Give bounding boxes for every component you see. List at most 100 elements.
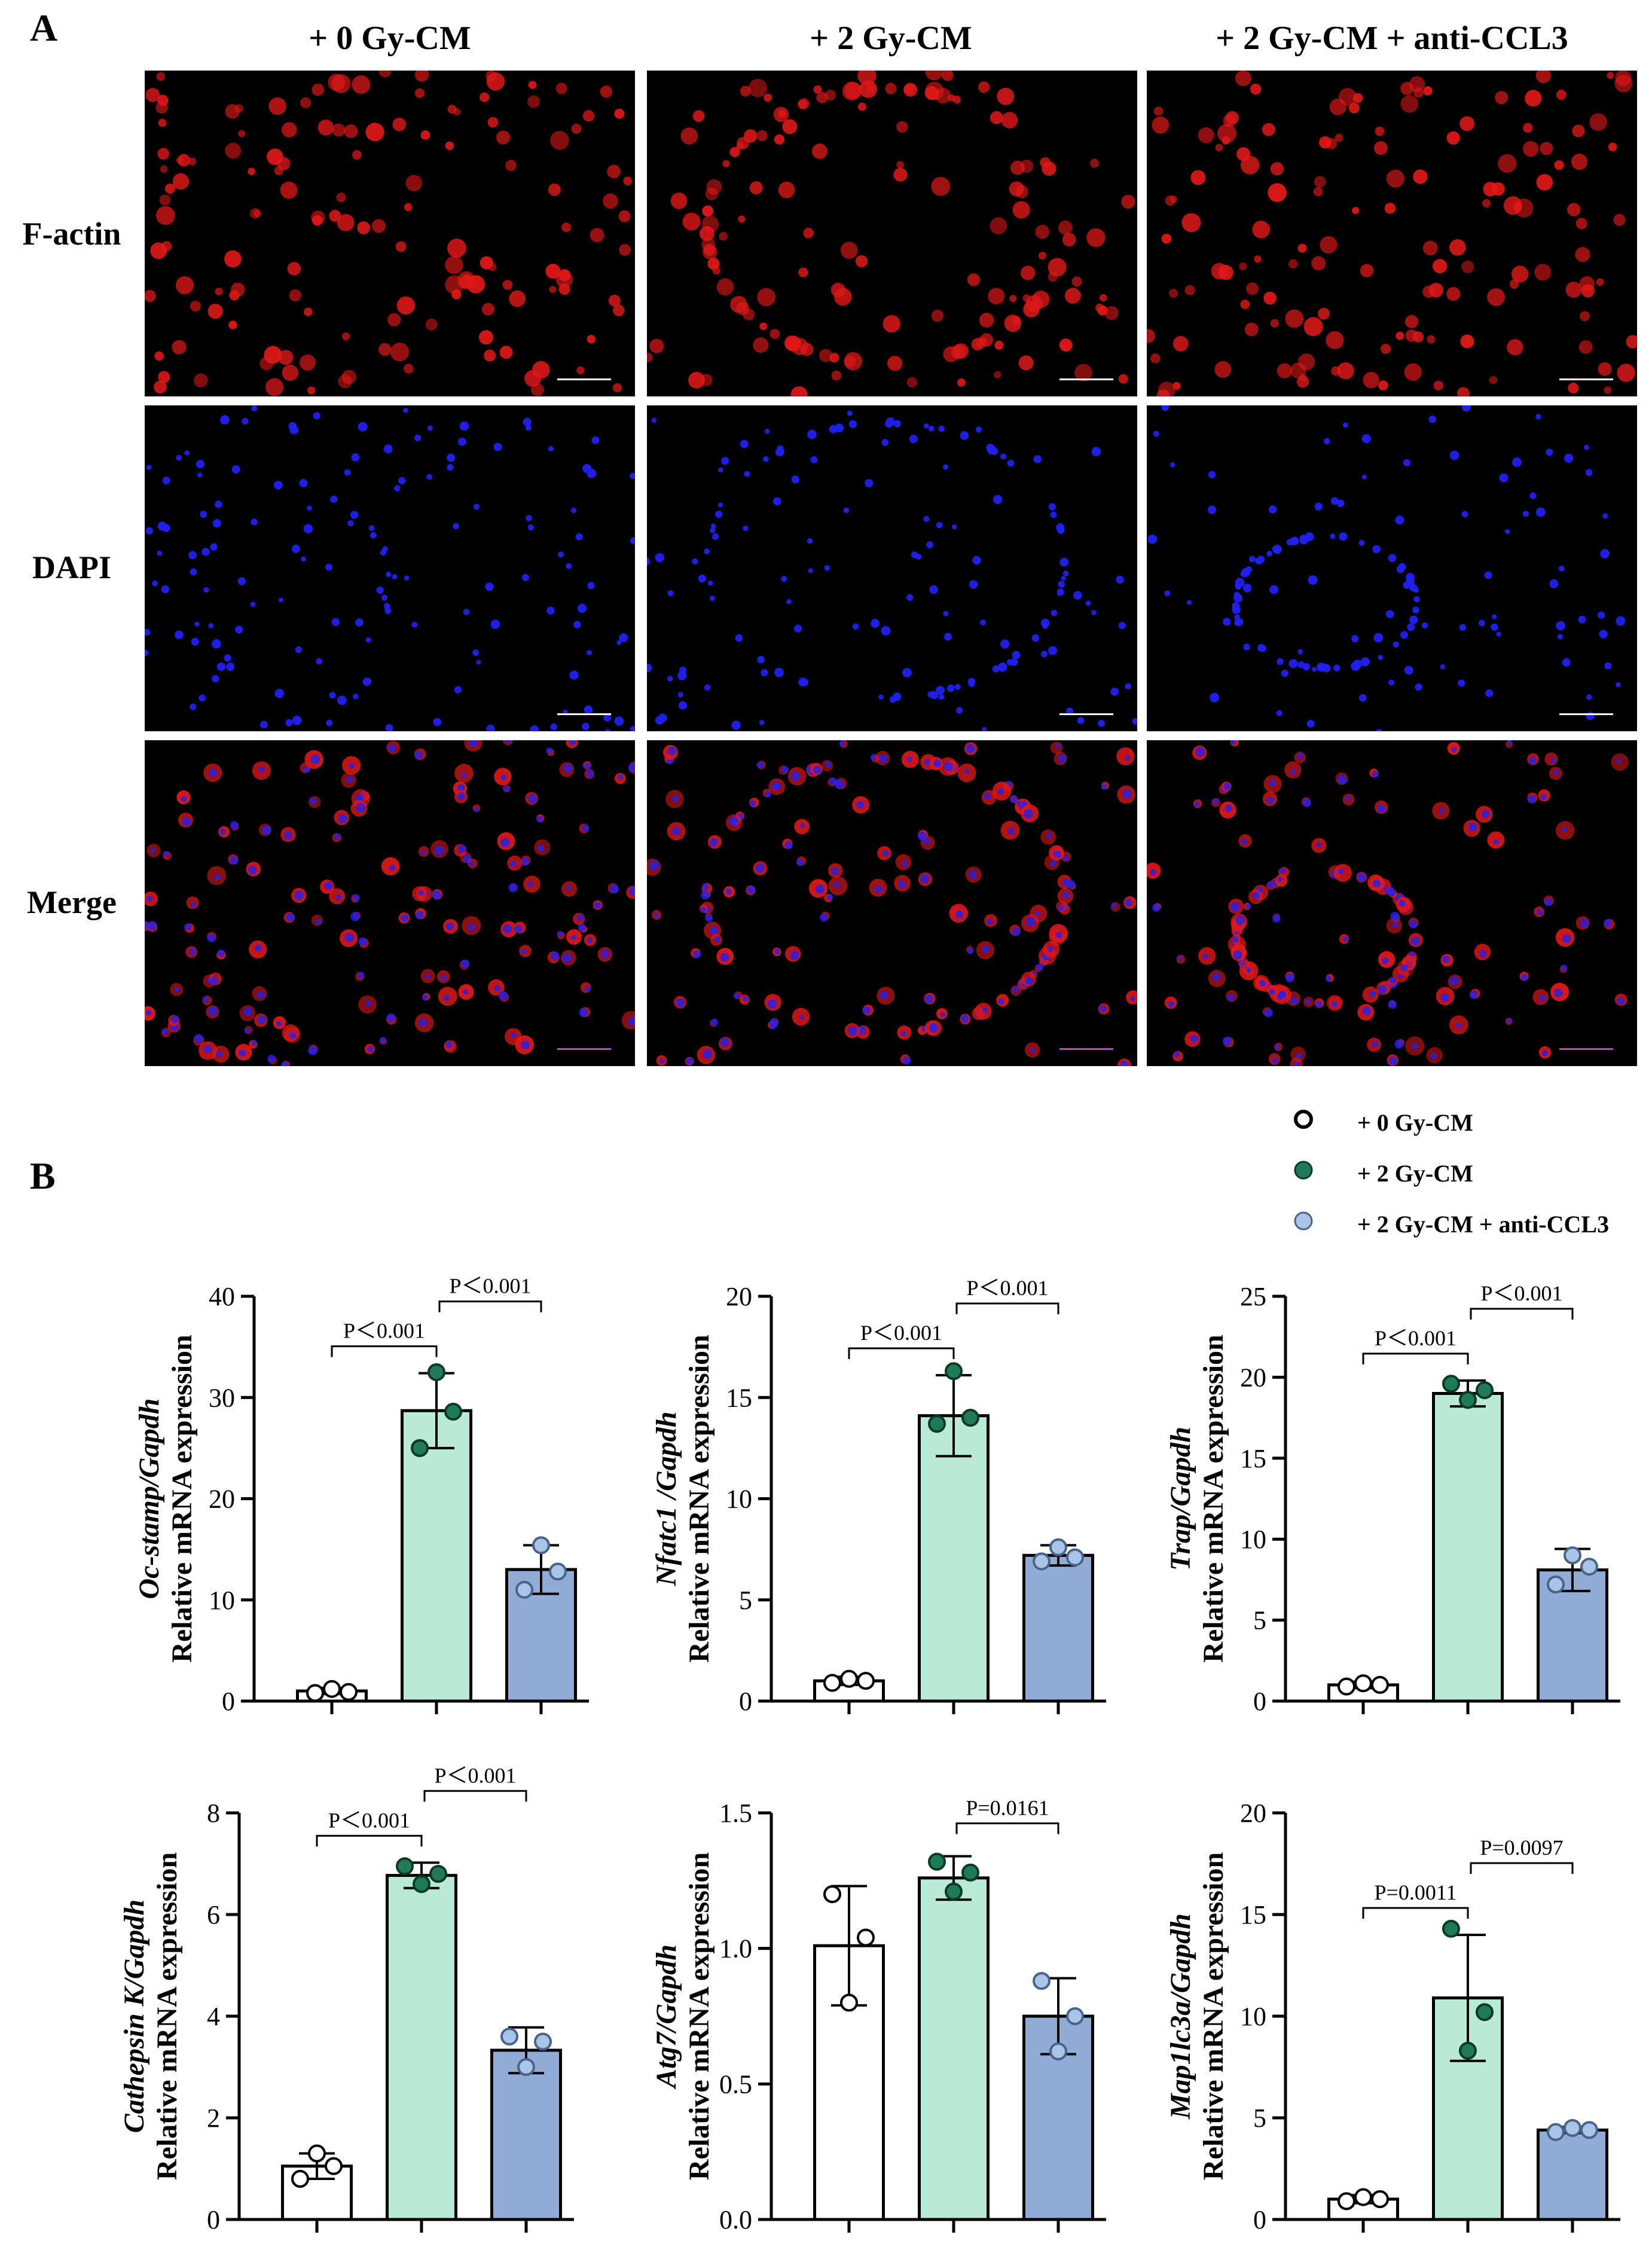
micrograph-merge-2gy-anti-ccl3 (1147, 740, 1637, 1066)
y-axis-gene-label: Map1lc3a/Gapdh (1165, 1913, 1196, 2120)
column-title-0gy: + 0 Gy-CM (309, 20, 471, 57)
p-value-label: P＜0.001 (328, 1808, 410, 1832)
data-point (308, 2144, 326, 2163)
data-point (1354, 1674, 1372, 1693)
y-tick-label: 10 (209, 1586, 235, 1615)
data-point (1580, 2121, 1598, 2139)
bar-2gy (401, 1409, 472, 1703)
significance-bracket (316, 1834, 423, 1847)
micrograph-merge-0gy (145, 740, 635, 1066)
chart-oc-stamp: 0 10 20 30 40 Oc-stamp/Gapdh Relative mRNA exp… (133, 1274, 589, 1716)
y-tick-label: 0 (1253, 1687, 1266, 1716)
y-tick-label: 5 (1253, 1606, 1266, 1635)
data-point (1476, 2003, 1494, 2022)
y-tick-label: 15 (726, 1383, 752, 1412)
micrograph-f-actin-2gy (647, 71, 1137, 396)
row-label-f-actin: F-actin (22, 216, 121, 252)
data-point (1338, 2192, 1355, 2211)
y-tick-label: 0 (222, 1687, 235, 1716)
chart-map1lc3a: 0 5 10 15 20 Map1lc3a/Gapdh Relative mRNA expr… (1165, 1799, 1620, 2234)
y-tick-label: 10 (726, 1485, 752, 1514)
y-axis-label: Relative mRNA expression (683, 1335, 715, 1662)
bar-2gy (386, 1874, 457, 2221)
data-point (840, 1993, 858, 2012)
y-tick-label: 20 (209, 1485, 235, 1514)
data-point (325, 2157, 343, 2175)
data-point (532, 1536, 550, 1555)
y-axis-gene-label: Atg7/Gapdh (651, 1944, 682, 2090)
p-value-label: P=0.0161 (966, 1796, 1049, 1820)
data-point (1442, 1919, 1460, 1938)
panel-label-b: B (30, 1155, 56, 1197)
chart-nfatc1: 0 5 10 15 20 Nfatc1 /Gapdh Relative mRNA expre… (651, 1276, 1106, 1716)
y-tick-label: 20 (726, 1282, 752, 1311)
p-value-label: P＜0.001 (860, 1321, 942, 1345)
significance-bracket (331, 1345, 438, 1357)
p-value-label: P＜0.001 (1480, 1281, 1562, 1305)
legend-label-2gy-anti-ccl3: + 2 Gy-CM + anti-CCL3 (1357, 1211, 1610, 1238)
p-value-label: P＜0.001 (1375, 1326, 1456, 1350)
p-value-label: P＜0.001 (966, 1276, 1048, 1300)
p-value-label: P=0.0011 (1375, 1880, 1457, 1904)
y-tick-label: 1.0 (719, 1934, 752, 1964)
row-label-dapi: DAPI (32, 549, 111, 585)
y-axis-label: Relative mRNA expression (1198, 1852, 1229, 2180)
data-point (961, 1863, 979, 1882)
y-tick-label: 5 (739, 1586, 752, 1615)
micrograph-dapi-2gy (647, 405, 1137, 731)
column-title-2gy-anti-ccl3: + 2 Gy-CM + anti-CCL3 (1216, 20, 1568, 57)
data-point (291, 2170, 309, 2188)
data-point (549, 1562, 567, 1581)
data-point (1033, 1972, 1051, 1990)
y-tick-label: 10 (1240, 1525, 1266, 1554)
row-label-merge: Merge (27, 884, 117, 920)
p-value-label: P＜0.001 (343, 1319, 425, 1343)
data-point (1547, 2123, 1565, 2141)
data-point (517, 2058, 535, 2076)
data-point (1354, 2188, 1372, 2206)
data-point (945, 1882, 963, 1901)
y-tick-label: 0 (739, 1687, 752, 1716)
y-axis-label: Relative mRNA expression (683, 1852, 715, 2180)
micrograph-merge-2gy (647, 740, 1137, 1066)
data-point (396, 1857, 414, 1876)
y-tick-label: 6 (207, 1900, 220, 1929)
bar-2gy-anti-ccl3 (1022, 1553, 1094, 1703)
data-point (840, 1669, 858, 1688)
legend-label-0gy: + 0 Gy-CM (1357, 1109, 1473, 1136)
data-point (1459, 1391, 1477, 1409)
data-point (534, 2032, 552, 2051)
y-tick-label: 0 (207, 2205, 220, 2234)
bar-2gy (918, 1876, 990, 2221)
y-tick-label: 0.0 (719, 2205, 752, 2234)
data-point (411, 1439, 429, 1457)
data-point (429, 1865, 447, 1883)
p-value-label: P＜0.001 (449, 1274, 531, 1298)
data-point (928, 1852, 946, 1871)
data-point (823, 1885, 841, 1903)
y-tick-label: 2 (207, 2103, 220, 2133)
legend-item-2gy: + 2 Gy-CM (1291, 1151, 1626, 1199)
y-axis-gene-label: Trap/Gapdh (1165, 1427, 1196, 1571)
y-axis-gene-label: Nfatc1 /Gapdh (651, 1412, 682, 1587)
significance-bracket (438, 1300, 542, 1312)
data-point (444, 1402, 462, 1421)
y-tick-label: 8 (207, 1799, 220, 1828)
legend-marker-green-circle-icon (1294, 1161, 1313, 1180)
bar-2gy-anti-ccl3 (490, 2048, 562, 2221)
significance-bracket (1362, 1907, 1469, 1919)
y-tick-label: 15 (1240, 1444, 1266, 1473)
y-axis-label: Relative mRNA expression (151, 1852, 183, 2180)
data-point (1442, 1375, 1460, 1393)
micrograph-dapi-2gy-anti-ccl3 (1147, 405, 1637, 731)
data-point (1033, 1552, 1051, 1571)
chart-atg7: 0.0 0.5 1.0 1.5 Atg7/Gapdh Relative mRNA expr… (651, 1796, 1106, 2234)
y-axis-gene-label: Oc-stamp/Gapdh (133, 1398, 165, 1599)
y-tick-label: 0.5 (719, 2069, 752, 2099)
data-point (945, 1362, 963, 1381)
significance-bracket (848, 1347, 955, 1360)
data-point (1338, 1677, 1355, 1696)
micrograph-f-actin-2gy-anti-ccl3 (1147, 71, 1637, 396)
data-point (1459, 2041, 1477, 2060)
